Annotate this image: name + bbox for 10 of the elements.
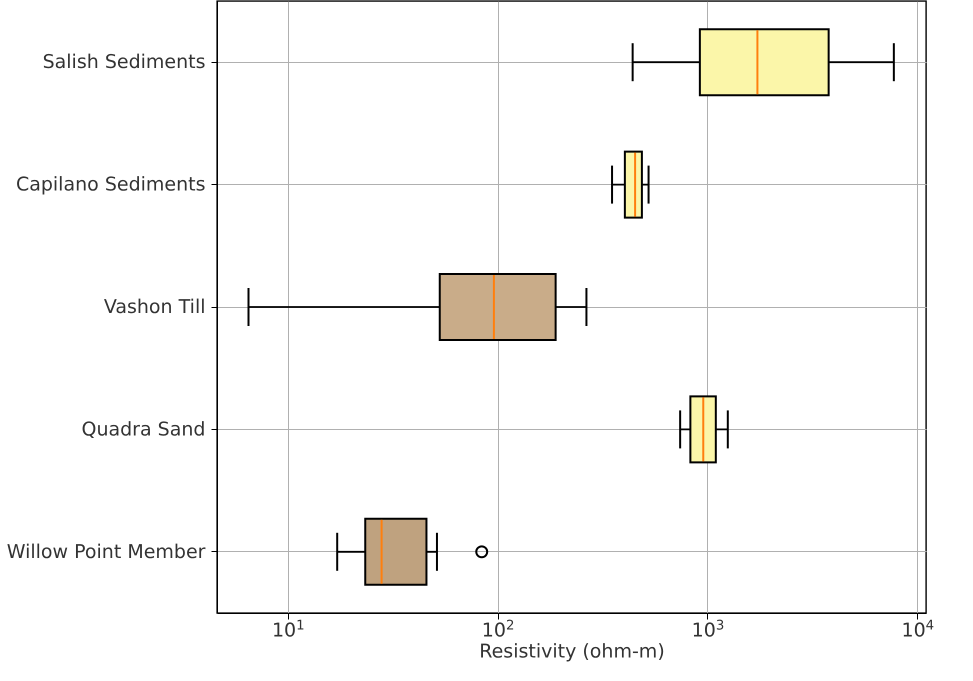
x-tick-label: 10$^{4}$	[901, 618, 934, 642]
x-tick-label: 10$^{3}$	[692, 618, 724, 642]
y-tick-label: Quadra Sand	[81, 418, 206, 440]
x-tick-label: 10$^{2}$	[482, 618, 514, 642]
x-tick-label: 10$^{1}$	[272, 618, 305, 642]
x-axis-title: Resistivity (ohm-m)	[479, 640, 665, 662]
y-tick-label: Salish Sediments	[42, 51, 206, 74]
y-tick-label: Willow Point Member	[6, 540, 206, 563]
y-tick-label: Vashon Till	[104, 296, 206, 318]
y-tick-label: Capilano Sediments	[16, 174, 206, 196]
